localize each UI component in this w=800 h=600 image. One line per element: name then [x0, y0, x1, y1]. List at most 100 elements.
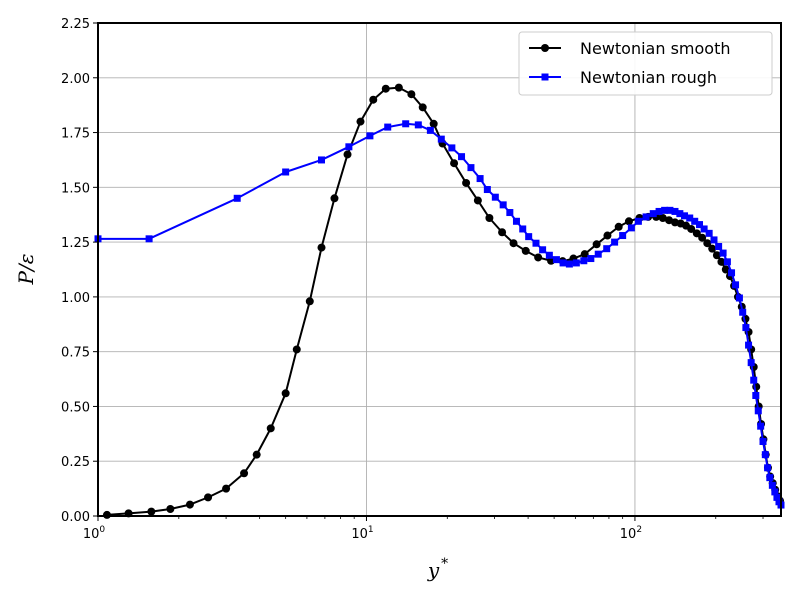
- plot-series: [94, 83, 785, 519]
- x-tick-label-exponent: 2: [636, 525, 642, 535]
- data-point: [499, 201, 507, 209]
- data-point: [222, 484, 231, 493]
- plot-frame: [97, 22, 782, 517]
- data-point: [185, 500, 194, 509]
- y-tick-label: 2.00: [61, 72, 90, 87]
- x-tick-label-base: 10: [83, 527, 100, 542]
- x-tick-label-exponent: 1: [368, 525, 374, 535]
- data-point: [723, 258, 731, 266]
- grid-lines: [97, 22, 781, 517]
- data-point: [266, 424, 275, 433]
- series-line: [98, 122, 782, 506]
- x-tick-label-exponent: 0: [99, 525, 105, 535]
- x-axis-label-superscript: *: [441, 556, 448, 572]
- data-point: [448, 144, 456, 152]
- y-tick-label: 1.00: [61, 291, 90, 306]
- legend-box: [518, 31, 773, 96]
- y-axis-label: P/ε: [14, 254, 38, 286]
- x-axis-label-main: y: [427, 558, 440, 582]
- data-point: [282, 168, 290, 176]
- data-point: [521, 246, 530, 255]
- data-point: [318, 156, 326, 164]
- y-tick-label: 1.50: [61, 181, 90, 196]
- data-point: [506, 209, 514, 217]
- data-point: [592, 240, 601, 249]
- data-point: [407, 90, 416, 99]
- data-point: [509, 239, 518, 248]
- data-point: [771, 488, 779, 496]
- data-point: [700, 225, 708, 233]
- data-point: [587, 255, 595, 263]
- data-point: [532, 239, 540, 247]
- data-point: [614, 222, 623, 231]
- data-point: [580, 257, 588, 265]
- data-point: [764, 464, 772, 472]
- data-point: [603, 245, 611, 253]
- data-point: [292, 345, 301, 354]
- x-axis-label: y *: [427, 556, 448, 582]
- data-point: [627, 224, 635, 232]
- data-point: [754, 407, 762, 415]
- data-point: [462, 178, 471, 187]
- y-tick-label: 0.25: [61, 455, 90, 470]
- data-point: [545, 251, 553, 259]
- data-point: [691, 217, 699, 225]
- data-point: [519, 225, 527, 233]
- y-tick-label: 0.75: [61, 346, 90, 361]
- data-point: [330, 194, 339, 203]
- data-point: [642, 213, 650, 221]
- y-tick-label: 1.75: [61, 127, 90, 142]
- data-point: [698, 233, 707, 242]
- x-tick-label-base: 10: [620, 527, 637, 542]
- legend-swatch-rough-marker: [541, 73, 549, 81]
- data-point: [534, 253, 543, 262]
- data-point: [717, 257, 726, 266]
- data-point: [483, 186, 491, 194]
- data-point: [525, 233, 533, 241]
- series-newtonian-smooth: [102, 83, 784, 519]
- data-point: [147, 507, 156, 516]
- data-point: [426, 126, 434, 134]
- data-point: [476, 175, 484, 183]
- data-point: [491, 193, 499, 201]
- data-point: [467, 164, 475, 172]
- data-point: [686, 214, 694, 222]
- axis-ticks: 0.00 0.25 0.50 0.75 1.00 1.25 1.50 1.75 2.00 2.25…: [61, 17, 764, 542]
- data-point: [580, 250, 589, 259]
- series-newtonian-rough: [94, 120, 785, 509]
- data-point: [437, 135, 445, 143]
- data-point: [739, 308, 747, 316]
- data-point: [559, 259, 567, 267]
- data-point: [343, 150, 352, 159]
- data-point: [666, 206, 674, 214]
- data-point: [281, 389, 290, 398]
- legend-label-rough: Newtonian rough: [580, 68, 717, 87]
- data-point: [710, 236, 718, 244]
- legend-swatch-smooth-marker: [541, 44, 549, 52]
- x-tick-label: 101: [351, 525, 373, 542]
- data-point: [381, 84, 390, 93]
- x-tick-label: 102: [620, 525, 642, 542]
- data-point: [658, 214, 667, 223]
- data-point: [369, 95, 378, 104]
- y-tick-label: 1.25: [61, 236, 90, 251]
- data-point: [759, 438, 767, 446]
- data-point: [735, 294, 743, 302]
- data-point: [661, 206, 669, 214]
- data-point: [345, 143, 353, 151]
- x-tick-label-base: 10: [351, 527, 368, 542]
- data-point: [473, 196, 482, 205]
- data-point: [166, 504, 175, 513]
- data-point: [450, 159, 459, 168]
- data-point: [681, 212, 689, 220]
- data-point: [539, 246, 547, 254]
- data-point: [565, 260, 573, 268]
- data-point: [687, 224, 696, 233]
- data-point: [572, 259, 580, 267]
- data-point: [384, 123, 392, 131]
- data-point: [705, 229, 713, 237]
- data-point: [240, 469, 249, 478]
- data-point: [768, 481, 776, 489]
- data-point: [655, 207, 663, 215]
